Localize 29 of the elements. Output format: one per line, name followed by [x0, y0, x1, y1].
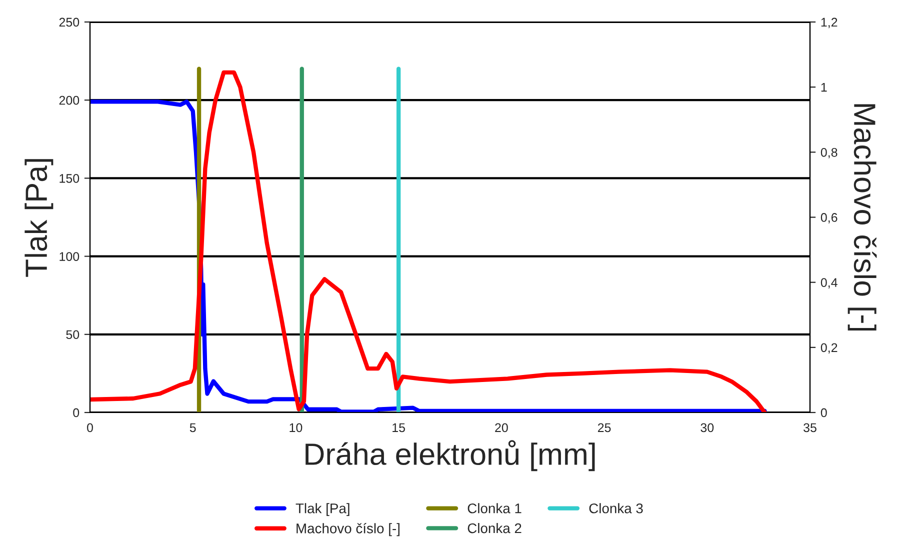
y-tick-label: 50 [66, 330, 80, 340]
x-tick-label: 0 [87, 423, 93, 432]
x-axis-title: Dráha elektronů [mm] [306, 440, 595, 472]
x-tick-label: 30 [700, 423, 714, 432]
y-tick-label: 200 [59, 96, 80, 105]
y-tick-label: 250 [59, 18, 80, 27]
legend-label: Clonka 3 [589, 503, 643, 514]
y2-tick-label: 0 [820, 408, 827, 418]
legend-label: Machovo číslo [-] [296, 522, 400, 536]
legend-label: Tlak [Pa] [296, 503, 350, 516]
y2-tick-label: 1,2 [821, 18, 838, 28]
y2-tick-label: 1 [821, 83, 827, 92]
legend-label: Clonka 2 [468, 522, 522, 534]
legend-label: Clonka 1 [468, 503, 522, 514]
y2-axis-title: Machovo číslo [-] [848, 104, 877, 331]
y-tick-label: 100 [60, 252, 80, 261]
y2-tick-label: 0,2 [820, 343, 838, 354]
x-tick-label: 10 [290, 423, 302, 432]
x-tick-label: 15 [392, 423, 405, 432]
y-axis-title: Tlak [Pa] [24, 159, 54, 277]
x-tick-label: 5 [190, 423, 196, 432]
x-tick-label: 25 [598, 423, 611, 432]
y2-tick-label: 0,4 [820, 278, 838, 288]
y2-tick-label: 0,8 [820, 148, 838, 158]
y2-tick-label: 0,6 [820, 213, 838, 224]
x-tick-label: 35 [804, 423, 816, 432]
y-tick-label: 150 [60, 174, 80, 183]
x-tick-label: 20 [495, 423, 508, 432]
y-tick-label: 0 [73, 408, 80, 418]
